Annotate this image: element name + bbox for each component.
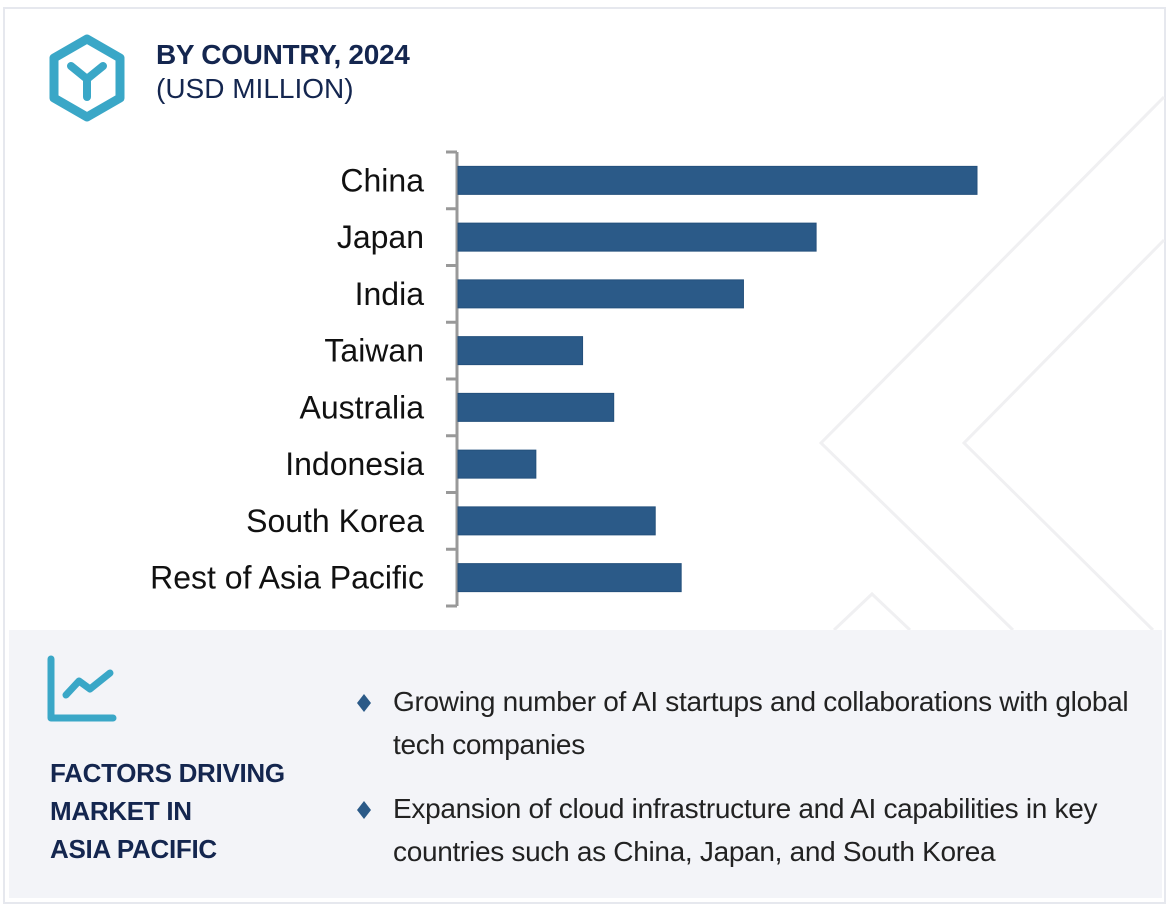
chevron-peak-small bbox=[832, 591, 912, 632]
chevron-line-inner bbox=[961, 238, 1166, 632]
diamond-bullet-icon bbox=[357, 694, 371, 712]
bars bbox=[457, 165, 978, 593]
chevron-line-outer bbox=[818, 95, 1166, 632]
list-item: Expansion of cloud infrastructure and AI… bbox=[352, 787, 1152, 873]
bar-rest-of-asia-pacific bbox=[457, 563, 682, 593]
trend-chart-icon bbox=[47, 655, 117, 722]
category-label: Indonesia bbox=[285, 446, 424, 482]
factor-text: Growing number of AI startups and collab… bbox=[393, 686, 1129, 760]
category-label: Taiwan bbox=[324, 333, 424, 369]
factors-heading-line: MARKET IN bbox=[50, 796, 192, 826]
factors-panel bbox=[9, 630, 1162, 898]
category-label: China bbox=[340, 162, 424, 198]
list-item: Growing number of AI startups and collab… bbox=[352, 680, 1152, 766]
factors-heading-line: FACTORS DRIVING bbox=[50, 758, 285, 788]
bar-india bbox=[457, 279, 744, 309]
category-label: Rest of Asia Pacific bbox=[150, 560, 424, 596]
category-labels: China Japan India Taiwan Australia Indonesia S… bbox=[150, 162, 424, 595]
chart-header: BY COUNTRY, 2024 (USD MILLION) bbox=[156, 38, 410, 106]
factor-text: Expansion of cloud infrastructure and AI… bbox=[393, 793, 1098, 867]
bar-south-korea bbox=[457, 506, 656, 536]
category-label: Australia bbox=[300, 389, 425, 425]
hexagon-logo-icon bbox=[49, 34, 125, 122]
bar-indonesia bbox=[457, 449, 537, 479]
bar-taiwan bbox=[457, 336, 584, 366]
bar-australia bbox=[457, 392, 615, 422]
chart-title: BY COUNTRY, 2024 bbox=[156, 39, 410, 70]
factors-heading: FACTORS DRIVING MARKET IN ASIA PACIFIC bbox=[50, 754, 330, 868]
y-axis bbox=[446, 150, 459, 608]
bar-chart: China Japan India Taiwan Australia Indonesia S… bbox=[150, 150, 978, 608]
factors-list: Growing number of AI startups and collab… bbox=[352, 680, 1152, 894]
factors-heading-line: ASIA PACIFIC bbox=[50, 834, 217, 864]
diamond-bullet-icon bbox=[357, 801, 371, 819]
bar-japan bbox=[457, 222, 817, 252]
bar-china bbox=[457, 165, 978, 195]
category-label: India bbox=[355, 276, 425, 312]
category-label: Japan bbox=[337, 219, 424, 255]
category-label: South Korea bbox=[246, 503, 424, 539]
chart-subtitle: (USD MILLION) bbox=[156, 73, 354, 104]
